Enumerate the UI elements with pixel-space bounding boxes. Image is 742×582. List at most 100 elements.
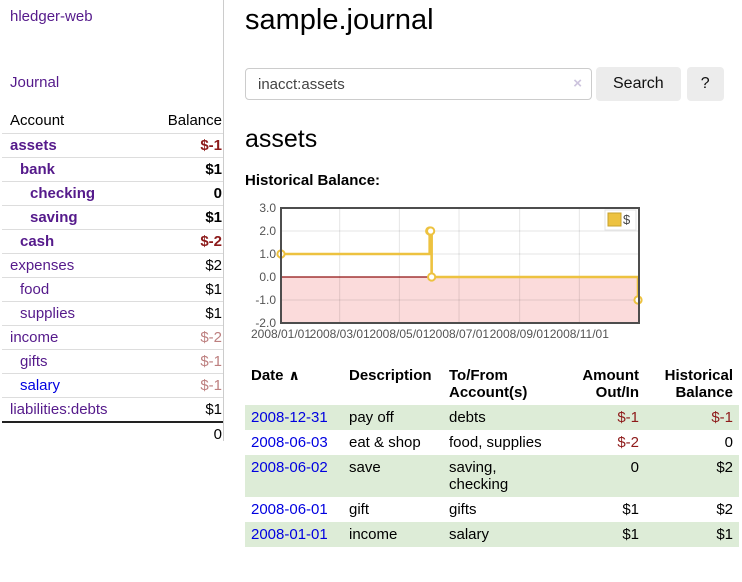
balance-cell: 0 [724,434,733,451]
balance-chart-svg: $3.0 2.0 1.0 0.0 -1.0 -2.02008/01/012008/03/0… [251,201,643,341]
search-bar: × Search ? [245,67,742,101]
account-link[interactable]: expenses [10,257,75,274]
register-row: 2008-06-01 gift gifts $1 $2 [245,497,739,522]
svg-text:2008/11/01: 2008/11/01 [550,327,609,341]
description-cell: save [349,459,381,476]
amount-cell: $1 [622,501,639,518]
main-content: sample.journal × Search ? assets Histori… [224,0,742,547]
account-balance: $1 [140,157,223,182]
account-balance: $-2 [140,229,223,254]
account-row: food $1 [2,277,223,302]
account-link[interactable]: salary [20,377,61,394]
balance-column-header: Historical Balance [664,367,733,401]
account-balance: $1 [140,301,223,326]
search-button[interactable]: Search [596,67,681,101]
svg-text:2008/01/01: 2008/01/01 [251,327,311,341]
svg-text:2008/03/01: 2008/03/01 [310,327,370,341]
balance-cell: $-1 [711,409,733,426]
register-header-row: Date ∧ Description To/From Account(s) Amo… [245,363,739,405]
svg-text:3.0: 3.0 [259,201,276,215]
search-input[interactable] [245,68,592,100]
account-row: liabilities:debts $1 [2,397,223,422]
account-row: expenses $2 [2,253,223,278]
account-balance: $-1 [140,349,223,374]
account-balance: $-1 [140,133,223,158]
amount-cell: 0 [630,459,639,476]
account-link[interactable]: food [20,281,50,298]
account-row: income $-2 [2,325,223,350]
accounts-cell: salary [449,526,490,543]
svg-text:$: $ [623,212,631,227]
historical-balance-chart: $3.0 2.0 1.0 0.0 -1.0 -2.0 2008/01/01 2008/03/0… [245,201,645,343]
amount-column-header: Amount Out/In [582,367,639,401]
register-table: Date ∧ Description To/From Account(s) Amo… [245,363,739,547]
register-row: 2008-12-31 pay off debts $-1 $-1 [245,405,739,430]
page-title: sample.journal [245,4,434,36]
account-balance: 0 [140,181,223,206]
account-link[interactable]: bank [20,161,56,178]
account-link[interactable]: cash [20,233,55,250]
register-row: 2008-01-01 income salary $1 $1 [245,522,739,547]
account-link[interactable]: assets [10,137,57,154]
account-link[interactable]: income [10,329,59,346]
register-row: 2008-06-02 save saving, checking 0 $2 [245,455,739,497]
sidebar-item-journal[interactable]: Journal [10,74,60,91]
search-box: × [245,68,592,100]
help-button[interactable]: ? [686,67,724,101]
description-cell: eat & shop [349,434,421,451]
svg-text:2008/05/01: 2008/05/01 [369,327,429,341]
account-row: bank $1 [2,157,223,182]
svg-text:0.0: 0.0 [259,270,276,284]
account-balance: $-2 [140,325,223,350]
account-row: checking 0 [2,181,223,206]
chart-label: Historical Balance: [245,172,381,189]
account-balance: $-1 [140,373,223,398]
transaction-date-link[interactable]: 2008-06-01 [251,501,328,518]
accounts-cell: food, supplies [449,434,542,451]
account-link[interactable]: gifts [20,353,48,370]
balance-cell: $2 [716,459,733,476]
description-column-header: Description [349,367,432,384]
account-balance: $2 [140,253,223,278]
amount-cell: $1 [622,526,639,543]
transaction-date-link[interactable]: 2008-12-31 [251,409,328,426]
balance-column-header: Balance [167,112,222,129]
balance-cell: $2 [716,501,733,518]
accounts-total-row: 0 [2,421,223,446]
svg-text:2.0: 2.0 [259,224,276,238]
svg-text:2008/09/01: 2008/09/01 [490,327,550,341]
amount-cell: $-2 [617,434,639,451]
account-row: gifts $-1 [2,349,223,374]
svg-text:-2.0: -2.0 [255,316,276,330]
account-link[interactable]: saving [30,209,78,226]
accounts-table: Account Balance assets $-1 bank $1 checking 0… [2,108,223,446]
account-link[interactable]: supplies [20,305,76,322]
accounts-column-header: To/From Account(s) [449,367,528,401]
svg-text:-1.0: -1.0 [255,293,276,307]
account-balance: $1 [140,205,223,230]
description-cell: income [349,526,398,543]
account-row: assets $-1 [2,133,223,158]
transaction-date-link[interactable]: 2008-06-02 [251,459,328,476]
transaction-date-link[interactable]: 2008-01-01 [251,526,328,543]
account-link[interactable]: checking [30,185,96,202]
svg-text:1.0: 1.0 [259,247,276,261]
description-cell: gift [349,501,370,518]
accounts-total-value: 0 [140,421,223,446]
account-row: salary $-1 [2,373,223,398]
amount-cell: $-1 [617,409,639,426]
date-column-header: Date ∧ [251,367,300,384]
account-heading: assets [245,125,318,153]
clear-search-icon[interactable]: × [573,75,582,92]
account-balance: $1 [140,397,223,422]
account-row: supplies $1 [2,301,223,326]
sort-asc-icon: ∧ [288,367,300,383]
account-row: saving $1 [2,205,223,230]
transaction-date-link[interactable]: 2008-06-03 [251,434,328,451]
accounts-cell: saving, checking [449,459,509,493]
account-balance: $1 [140,277,223,302]
account-link[interactable]: liabilities:debts [10,401,108,418]
app-title-link[interactable]: hledger-web [10,8,93,25]
accounts-cell: gifts [449,501,477,518]
